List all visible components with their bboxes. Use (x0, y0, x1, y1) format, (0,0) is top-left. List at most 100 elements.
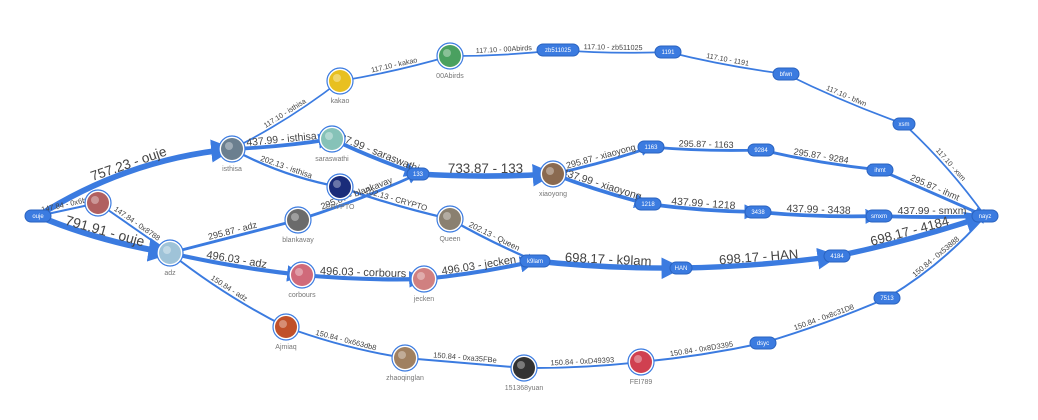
node-7513[interactable]: 7513 (873, 291, 901, 305)
avatar (159, 242, 181, 264)
node-label: CRYPTO (326, 204, 355, 211)
node-n-6b[interactable] (84, 189, 112, 217)
node-label: Ajmiaq (275, 344, 297, 351)
avatar-highlight (333, 180, 341, 188)
node-pill (744, 205, 772, 219)
avatar-highlight (163, 246, 171, 254)
node-ihmt[interactable]: ihmt (866, 163, 894, 177)
node-bfwn[interactable]: bfwn (772, 67, 800, 81)
node-1163[interactable]: 1163 (637, 140, 665, 154)
edge-7513-to-nayz (886, 215, 986, 299)
node-zhaoqinglan[interactable]: zhaoqinglan (386, 344, 424, 382)
node-pill-label: 1218 (641, 202, 655, 208)
edge-label: 496.03 - jecken (441, 254, 517, 278)
node-corbours[interactable]: corbours (288, 261, 316, 299)
edge-dsyc-to-7513 (762, 297, 888, 344)
node-dsyc[interactable]: dsyc (749, 336, 777, 350)
node-pill-label: 1191 (662, 50, 676, 56)
edge-label: 202.13 - isthisa (259, 154, 314, 181)
node-pill (654, 45, 682, 59)
node-1218[interactable]: 1218 (634, 197, 662, 211)
node-pill-label: 7513 (880, 296, 894, 302)
node-zb511025[interactable]: zb511025 (536, 43, 580, 57)
node-pill-label: 4184 (830, 254, 844, 260)
node-queen[interactable]: Queen (436, 205, 464, 243)
avatar-highlight (517, 361, 525, 369)
node-3438[interactable]: 3438 (744, 205, 772, 219)
edge-label: 295.87 - adz (207, 219, 258, 241)
node-label: blankavay (282, 237, 314, 244)
node-smxm[interactable]: smxm (865, 209, 893, 223)
node-jecken[interactable]: jecken (410, 265, 438, 303)
node-xsm[interactable]: xsm (892, 117, 916, 131)
node-pill (866, 163, 894, 177)
avatar (439, 208, 461, 230)
avatar-highlight (417, 272, 425, 280)
edge-adz-to-corbours (167, 250, 305, 282)
node-pill (865, 209, 893, 223)
node-nayz[interactable]: nayz (971, 209, 999, 223)
edge-label: 437.99 - 1218 (671, 196, 736, 212)
edge-label: 733.87 - 133 (448, 161, 523, 176)
node-fei789[interactable]: FEI789 (627, 348, 655, 386)
node-1191[interactable]: 1191 (654, 45, 682, 59)
avatar (221, 138, 243, 160)
node-label: kakao (331, 98, 350, 105)
avatar (329, 176, 351, 198)
node-133[interactable]: 133 (406, 167, 430, 181)
edge-label: 117.10 - xsm (934, 146, 968, 183)
node-pill-label: nayz (979, 214, 992, 220)
node-pill (406, 167, 430, 181)
edge-label: 202.13 - Queen (467, 220, 521, 253)
node-151368yuan[interactable]: 151368yuan (505, 354, 544, 392)
node-pill-label: smxm (871, 214, 887, 220)
node-pill-label: bfwn (780, 72, 793, 78)
avatar (542, 163, 564, 185)
node-pill (24, 209, 52, 223)
avatar (291, 264, 313, 286)
avatar (394, 347, 416, 369)
edge-adz-to-ajmiaq (169, 252, 287, 328)
node-label: isthisa (222, 166, 242, 173)
node-layer: 133 1163 1191 1218 3438 4184 7513 9284 ouje isthi… (24, 42, 999, 392)
node-k9lam[interactable]: k9lam (519, 254, 551, 268)
edge-adz-to-blankavay (168, 217, 300, 255)
avatar (287, 209, 309, 231)
node-pill (772, 67, 800, 81)
node-ajmiaq[interactable]: Ajmiaq (272, 313, 300, 351)
node-kakao[interactable]: kakao (326, 67, 354, 105)
node-4184[interactable]: 4184 (823, 249, 851, 263)
edge-isthisa-to-kakao (231, 80, 341, 150)
node-pill-label: dsyc (757, 341, 769, 347)
node-9284[interactable]: 9284 (747, 143, 775, 157)
avatar (87, 192, 109, 214)
node-pill-label: k9lam (527, 259, 543, 265)
edge-label: 437.99 - xiaoyong (561, 167, 643, 202)
node-isthisa[interactable]: isthisa (218, 135, 246, 173)
node-label: 151368yuan (505, 385, 544, 392)
avatar (329, 70, 351, 92)
node-crypto[interactable]: CRYPTO (326, 173, 355, 211)
edge-label: 117.10 - isthisa (262, 96, 308, 129)
edge-label: 150.84 - adz (209, 273, 249, 303)
node-00abirds[interactable]: 00Abirds (436, 42, 464, 80)
avatar-highlight (295, 268, 303, 276)
edge-label: 698.17 - k9lam (565, 250, 652, 269)
node-pill (669, 261, 693, 275)
edge-label: 150.84 - 0xD49393 (550, 355, 614, 367)
node-pill-label: 3438 (751, 210, 765, 216)
edge-fei789-to-dsyc (640, 340, 764, 363)
node-xiaoyong[interactable]: xiaoyong (539, 160, 567, 198)
avatar (630, 351, 652, 373)
node-label: adz (164, 270, 176, 277)
node-blankavay[interactable]: blankavay (282, 206, 314, 244)
node-saraswathi[interactable]: saraswathi (315, 125, 349, 163)
node-pill-label: 1163 (645, 145, 659, 151)
node-ouje[interactable]: ouje (24, 209, 52, 223)
avatar (275, 316, 297, 338)
edge-label: 496.03 - corbours (320, 265, 407, 280)
avatar (439, 45, 461, 67)
node-adz[interactable]: adz (156, 239, 184, 277)
node-han[interactable]: HAN (669, 261, 693, 275)
